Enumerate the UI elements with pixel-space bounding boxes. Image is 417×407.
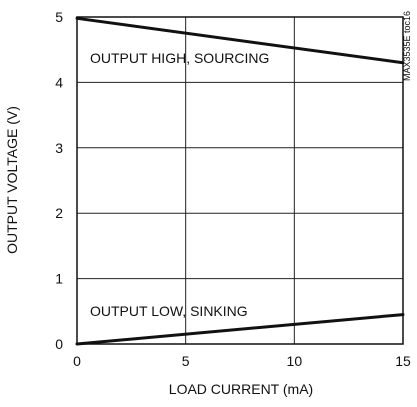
series-layer [75,16,405,346]
series-line-1 [75,313,405,346]
series-label-high: OUTPUT HIGH, SOURCING [90,50,269,66]
y-axis-title: OUTPUT VOLTAGE (V) [4,106,20,254]
y-tick-label-5: 5 [55,9,63,25]
series-label-low: OUTPUT LOW, SINKING [90,303,248,319]
figure-id-watermark: MAX3535E toc16 [402,11,412,81]
x-tick-label-0: 0 [73,353,81,369]
y-tick-label-1: 1 [55,271,63,287]
series-line-0 [75,16,405,65]
tick-layer: 0 5 10 15 0 1 2 3 4 5 [55,9,411,369]
x-axis-title: LOAD CURRENT (mA) [169,381,313,397]
grid-layer [77,17,403,344]
x-tick-label-5: 5 [182,353,190,369]
plot-frame [76,16,404,345]
x-tick-label-10: 10 [287,353,303,369]
x-tick-label-15: 15 [395,353,411,369]
y-tick-label-0: 0 [55,336,63,352]
y-tick-label-4: 4 [55,74,63,90]
y-tick-label-2: 2 [55,205,63,221]
y-tick-label-3: 3 [55,140,63,156]
